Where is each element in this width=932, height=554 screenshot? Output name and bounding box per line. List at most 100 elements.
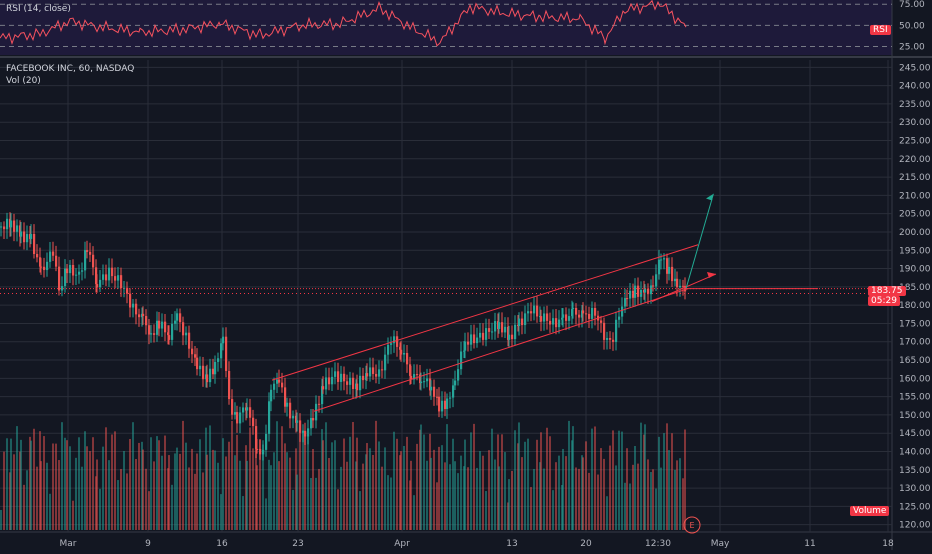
candle-body bbox=[449, 397, 452, 399]
candle-body bbox=[581, 310, 584, 318]
candle-body bbox=[225, 336, 228, 371]
candle-body bbox=[626, 298, 629, 300]
volume-bar bbox=[356, 437, 358, 530]
symbol-legend[interactable]: FACEBOOK INC, 60, NASDAQ bbox=[6, 64, 135, 74]
volume-bar bbox=[479, 451, 481, 530]
volume-bar bbox=[555, 462, 557, 530]
volume-bar bbox=[270, 465, 272, 530]
price-tick-label: 195.00 bbox=[899, 246, 931, 256]
volume-bar bbox=[647, 459, 649, 530]
candle-body bbox=[508, 334, 511, 340]
candle-body bbox=[536, 305, 539, 317]
price-tick-label: 180.00 bbox=[899, 301, 931, 311]
candle-body bbox=[409, 364, 412, 376]
candle-body bbox=[217, 358, 220, 362]
volume-bar bbox=[55, 443, 57, 530]
volume-bar bbox=[514, 430, 516, 530]
volume-bar bbox=[199, 439, 201, 530]
candle-body bbox=[325, 377, 328, 390]
candle-body bbox=[660, 259, 663, 261]
candle-body bbox=[514, 324, 517, 340]
volume-legend[interactable]: Vol (20) bbox=[6, 76, 41, 86]
candle-body bbox=[682, 285, 685, 287]
candle-body bbox=[95, 267, 98, 285]
volume-bar bbox=[663, 433, 665, 530]
volume-bar bbox=[518, 422, 520, 530]
volume-bar bbox=[606, 496, 608, 530]
candle-body bbox=[92, 254, 95, 268]
volume-bar bbox=[381, 466, 383, 530]
volume-bar bbox=[328, 458, 330, 530]
volume-bar bbox=[72, 500, 74, 530]
volume-bar bbox=[658, 436, 660, 530]
candle-body bbox=[558, 319, 561, 328]
rsi-legend[interactable]: RSI (14, close) bbox=[6, 4, 71, 14]
candle-body bbox=[220, 343, 223, 359]
volume-bar bbox=[286, 452, 288, 530]
candle-body bbox=[463, 350, 466, 352]
candle-body bbox=[470, 334, 473, 345]
candle-body bbox=[61, 286, 64, 291]
candle-body bbox=[530, 311, 533, 314]
candle-body bbox=[129, 293, 132, 308]
volume-bar bbox=[426, 460, 428, 530]
price-tick-label: 120.00 bbox=[899, 521, 931, 531]
volume-bar bbox=[362, 463, 364, 530]
volume-bar bbox=[546, 427, 548, 530]
time-tick-label: 11 bbox=[804, 539, 815, 549]
volume-bar bbox=[158, 440, 160, 530]
volume-bar bbox=[30, 440, 32, 530]
candle-body bbox=[647, 288, 650, 295]
candle-body bbox=[105, 274, 108, 281]
volume-bar bbox=[3, 451, 5, 530]
price-tick-label: 205.00 bbox=[899, 210, 931, 220]
candle-body bbox=[318, 403, 321, 405]
candle-body bbox=[78, 271, 81, 275]
volume-bar bbox=[588, 472, 590, 530]
volume-bar bbox=[591, 428, 593, 530]
candle-body bbox=[365, 373, 368, 381]
candle-body bbox=[310, 418, 313, 429]
candle-body bbox=[540, 316, 543, 322]
candle-body bbox=[206, 374, 209, 383]
volume-bar bbox=[126, 473, 128, 530]
volume-bar bbox=[129, 438, 131, 530]
rsi-tick-label: 50.00 bbox=[899, 21, 925, 31]
candle-body bbox=[663, 258, 666, 260]
candle-body bbox=[676, 278, 679, 288]
candle-body bbox=[289, 402, 292, 419]
time-tick-label: 20 bbox=[580, 539, 592, 549]
candle-body bbox=[66, 268, 69, 274]
volume-bar bbox=[120, 469, 122, 530]
volume-bar bbox=[43, 436, 45, 530]
volume-bar bbox=[655, 488, 657, 530]
volume-bar bbox=[89, 451, 91, 530]
volume-bar bbox=[6, 438, 8, 530]
candle-body bbox=[652, 285, 655, 287]
candle-body bbox=[588, 313, 591, 319]
volume-bar bbox=[378, 441, 380, 530]
volume-bar bbox=[228, 441, 230, 530]
candle-body bbox=[249, 407, 252, 418]
price-tick-label: 190.00 bbox=[899, 265, 931, 275]
volume-bar bbox=[292, 489, 294, 530]
volume-bar bbox=[396, 438, 398, 530]
price-tick-label: 130.00 bbox=[899, 484, 931, 494]
candle-body bbox=[399, 346, 402, 350]
volume-bar bbox=[281, 426, 283, 530]
candle-body bbox=[132, 303, 135, 308]
candle-body bbox=[231, 399, 234, 415]
price-tick-label: 175.00 bbox=[899, 319, 931, 329]
volume-bar bbox=[572, 426, 574, 530]
volume-bar bbox=[387, 475, 389, 530]
volume-bar bbox=[504, 452, 506, 530]
candle-body bbox=[650, 285, 653, 295]
candle-body bbox=[299, 420, 302, 433]
candle-body bbox=[684, 285, 687, 292]
volume-bar bbox=[322, 440, 324, 530]
volume-bar bbox=[446, 424, 448, 530]
candle-body bbox=[252, 417, 255, 427]
volume-bar bbox=[265, 498, 267, 530]
